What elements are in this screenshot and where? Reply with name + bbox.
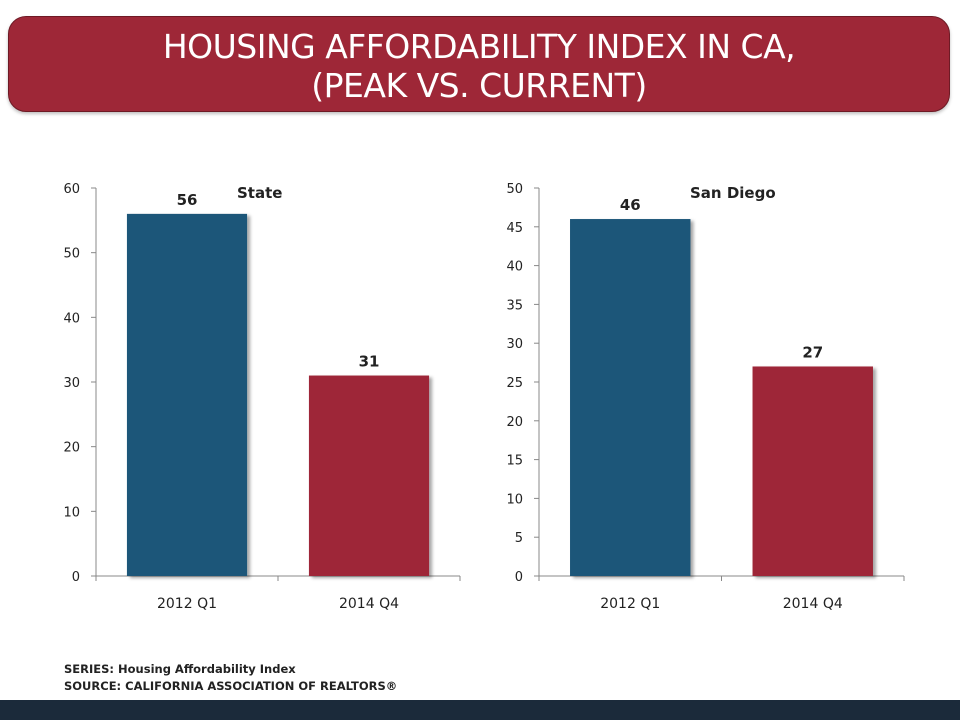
x-category-label: 2012 Q1 (600, 596, 660, 612)
bar-2014-q4 (752, 366, 873, 576)
series-note: SERIES: Housing Affordability Index (64, 662, 296, 676)
chart-panel-2: 0 5 10 15 20 25 30 35 40 45 50 46 2012 Q1 27 2014 Q4 Sa… (506, 182, 905, 612)
y-tick-label: 45 (506, 221, 523, 236)
y-tick-label: 50 (63, 247, 80, 262)
data-label: 46 (620, 196, 641, 214)
x-category-label: 2014 Q4 (339, 596, 399, 612)
x-category-label: 2012 Q1 (157, 596, 217, 612)
y-tick-label: 5 (515, 531, 523, 546)
y-tick-label: 40 (506, 260, 523, 275)
y-tick-label: 60 (63, 182, 80, 197)
chart-title: State (237, 184, 282, 202)
chart-panel-1: 0 10 20 30 40 50 60 56 2012 Q1 31 2014 Q4 State (63, 182, 461, 612)
title-banner: HOUSING AFFORDABILITY INDEX IN CA, (PEAK… (8, 16, 950, 112)
y-tick-label: 20 (506, 415, 523, 430)
chart-title: San Diego (690, 184, 776, 202)
y-tick-label: 30 (506, 337, 523, 352)
data-label: 56 (177, 191, 198, 209)
y-tick-label: 40 (63, 311, 80, 326)
y-tick-label: 25 (506, 376, 523, 391)
y-tick-label: 35 (506, 298, 523, 313)
footer-notes: SERIES: Housing Affordability Index SOUR… (64, 661, 397, 695)
page-title-line-1: HOUSING AFFORDABILITY INDEX IN CA, (162, 27, 796, 66)
bar-2012-q1 (126, 213, 248, 576)
bottom-bar (0, 700, 960, 720)
y-tick-label: 0 (515, 570, 523, 585)
y-tick-label: 10 (63, 505, 80, 520)
y-tick-label: 20 (63, 441, 80, 456)
data-label: 31 (359, 353, 380, 371)
y-tick-label: 0 (72, 570, 80, 585)
source-note: SOURCE: CALIFORNIA ASSOCIATION OF REALTO… (64, 679, 398, 693)
y-tick-label: 10 (506, 492, 523, 507)
bar-2014-q4 (308, 375, 430, 576)
x-category-label: 2014 Q4 (783, 596, 843, 612)
y-tick-label: 50 (506, 182, 523, 197)
data-label: 27 (802, 343, 823, 361)
y-tick-label: 30 (63, 376, 80, 391)
bar-2012-q1 (570, 219, 691, 577)
page-title-line-2: (PEAK VS. CURRENT) (311, 66, 647, 105)
y-tick-label: 15 (506, 454, 523, 469)
